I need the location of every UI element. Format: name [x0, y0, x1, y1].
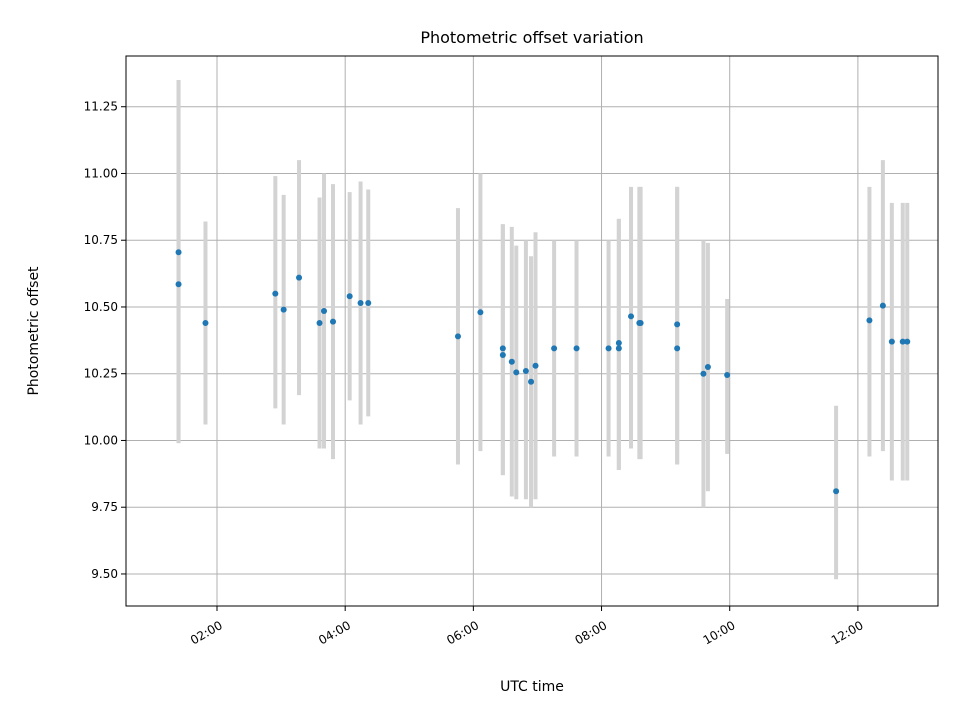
- data-point: [532, 362, 539, 369]
- data-point: [637, 319, 644, 326]
- data-point: [272, 290, 279, 297]
- data-point: [605, 345, 612, 352]
- data-point: [674, 321, 681, 328]
- y-tick-label: 10.50: [84, 300, 118, 314]
- y-tick-label: 9.50: [91, 567, 118, 581]
- y-axis-label: Photometric offset: [26, 266, 42, 396]
- y-tick-label: 11.00: [84, 166, 118, 180]
- data-point: [175, 249, 182, 256]
- data-point: [296, 274, 303, 281]
- data-point: [904, 338, 911, 345]
- data-point: [175, 281, 182, 288]
- data-point: [700, 370, 707, 377]
- data-point: [704, 364, 711, 371]
- data-point: [499, 352, 506, 359]
- data-point: [528, 378, 535, 385]
- chart-title: Photometric offset variation: [420, 28, 643, 47]
- data-point: [615, 345, 622, 352]
- data-point: [573, 345, 580, 352]
- data-point: [879, 302, 886, 309]
- data-point: [615, 340, 622, 347]
- data-point: [499, 345, 506, 352]
- data-point: [833, 488, 840, 495]
- y-axis-ticks: 9.50 9.75 10.00 10.25 10.50 10.75 11.00 11.25: [84, 100, 126, 581]
- y-tick-label: 10.00: [84, 433, 118, 447]
- y-tick-label: 9.75: [91, 500, 118, 514]
- x-axis-label: UTC time: [500, 679, 564, 695]
- data-point: [866, 317, 873, 324]
- data-point: [357, 299, 364, 306]
- data-point: [628, 313, 635, 320]
- data-point: [724, 372, 731, 379]
- data-point: [202, 319, 209, 326]
- y-tick-label: 10.25: [84, 367, 118, 381]
- plot-frame: [125, 55, 939, 607]
- data-point: [346, 293, 353, 300]
- data-point: [674, 345, 681, 352]
- data-point: [330, 318, 337, 325]
- data-point: [454, 333, 461, 340]
- y-tick-label: 10.75: [84, 233, 118, 247]
- data-point: [508, 358, 515, 365]
- data-point: [522, 368, 529, 375]
- data-point: [888, 338, 895, 345]
- data-point: [280, 306, 287, 313]
- data-point: [316, 319, 323, 326]
- y-tick-label: 11.25: [84, 100, 118, 114]
- data-point: [321, 307, 328, 314]
- data-markers: [175, 249, 911, 495]
- data-point: [513, 369, 520, 376]
- data-point: [477, 309, 484, 316]
- data-point: [551, 345, 558, 352]
- data-point: [365, 299, 372, 306]
- data-point: [899, 338, 906, 345]
